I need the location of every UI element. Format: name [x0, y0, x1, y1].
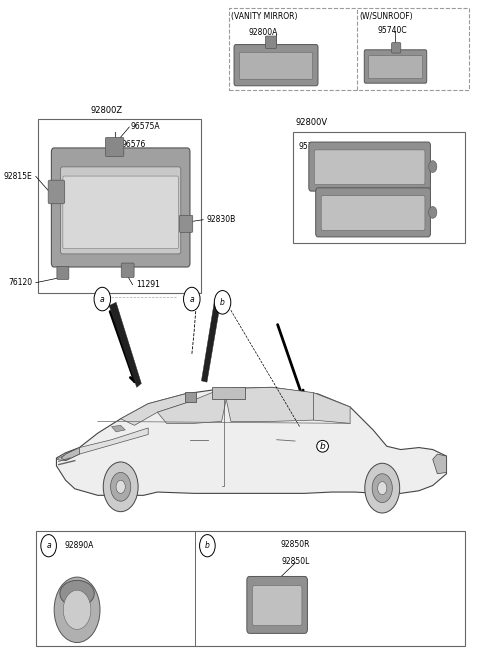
Polygon shape	[111, 425, 125, 432]
Text: 92890A: 92890A	[64, 541, 94, 550]
Polygon shape	[57, 428, 148, 461]
Polygon shape	[57, 388, 446, 495]
Circle shape	[103, 462, 138, 512]
Bar	[185, 392, 196, 402]
Text: b: b	[220, 298, 225, 307]
FancyBboxPatch shape	[234, 45, 318, 86]
Text: 92850R: 92850R	[281, 540, 310, 549]
Polygon shape	[157, 389, 226, 423]
FancyBboxPatch shape	[51, 148, 190, 267]
Text: 96575A: 96575A	[131, 122, 160, 131]
Bar	[38, 119, 201, 292]
Circle shape	[63, 590, 91, 629]
FancyBboxPatch shape	[240, 53, 312, 79]
Polygon shape	[109, 302, 141, 388]
Circle shape	[41, 535, 57, 557]
Text: 92800Z: 92800Z	[90, 106, 122, 114]
Circle shape	[183, 287, 200, 311]
Circle shape	[365, 463, 400, 513]
Ellipse shape	[60, 580, 94, 606]
Text: 96576: 96576	[121, 139, 145, 148]
Text: 92815E: 92815E	[4, 172, 33, 181]
FancyBboxPatch shape	[180, 215, 193, 233]
FancyBboxPatch shape	[314, 150, 425, 185]
Text: (W/SUNROOF): (W/SUNROOF)	[360, 12, 413, 21]
FancyBboxPatch shape	[57, 266, 69, 279]
Bar	[228, 8, 469, 90]
Text: 92800A: 92800A	[248, 28, 277, 37]
Text: b: b	[320, 442, 325, 451]
Text: 92800V: 92800V	[295, 118, 327, 127]
Circle shape	[54, 577, 100, 643]
Bar	[36, 532, 465, 646]
Circle shape	[372, 474, 392, 503]
FancyBboxPatch shape	[252, 585, 302, 625]
FancyBboxPatch shape	[60, 167, 181, 254]
Circle shape	[110, 472, 131, 501]
Circle shape	[429, 206, 437, 218]
FancyBboxPatch shape	[265, 36, 276, 49]
Text: 95740C: 95740C	[377, 26, 407, 35]
FancyBboxPatch shape	[392, 43, 401, 53]
Polygon shape	[222, 388, 313, 421]
Text: 95740C: 95740C	[298, 142, 328, 151]
Text: (VANITY MIRROR): (VANITY MIRROR)	[231, 12, 297, 21]
FancyBboxPatch shape	[63, 176, 179, 249]
FancyBboxPatch shape	[369, 56, 422, 79]
Text: 92850L: 92850L	[281, 557, 310, 566]
FancyBboxPatch shape	[247, 576, 307, 633]
Circle shape	[94, 287, 110, 311]
FancyBboxPatch shape	[121, 263, 134, 277]
Circle shape	[116, 480, 125, 493]
Circle shape	[200, 535, 215, 557]
Circle shape	[214, 290, 231, 314]
Text: 92830B: 92830B	[206, 215, 236, 224]
FancyBboxPatch shape	[106, 137, 124, 156]
Text: 11291: 11291	[136, 280, 160, 289]
FancyBboxPatch shape	[316, 188, 431, 237]
Polygon shape	[61, 447, 79, 461]
Bar	[213, 387, 245, 399]
FancyBboxPatch shape	[309, 142, 431, 191]
Text: a: a	[100, 294, 105, 304]
Text: b: b	[205, 541, 210, 550]
Text: a: a	[47, 541, 51, 550]
FancyBboxPatch shape	[364, 50, 427, 83]
Bar	[293, 132, 465, 244]
FancyBboxPatch shape	[48, 180, 65, 204]
Polygon shape	[433, 454, 446, 474]
Circle shape	[378, 482, 387, 495]
Text: 76120: 76120	[9, 278, 33, 287]
Circle shape	[429, 161, 437, 173]
Polygon shape	[313, 393, 350, 423]
Text: a: a	[190, 294, 194, 304]
Polygon shape	[202, 299, 221, 382]
FancyBboxPatch shape	[321, 196, 425, 231]
Polygon shape	[120, 394, 190, 425]
